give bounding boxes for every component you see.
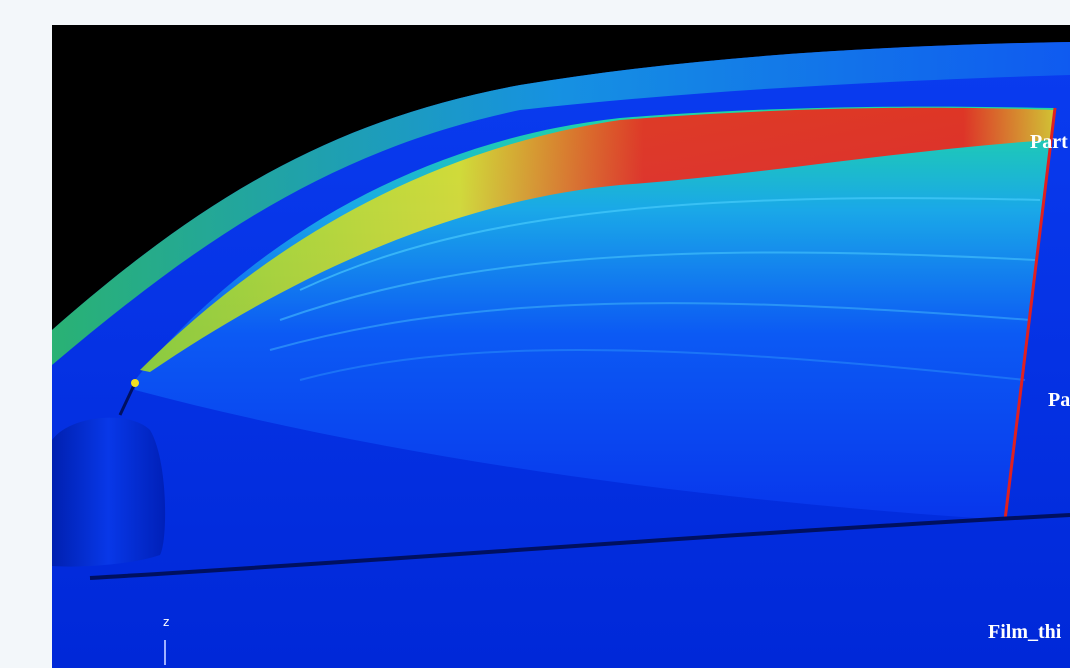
- page: Part Pa Film_thi z (() => { const data =…: [0, 0, 1070, 668]
- mirror: [52, 418, 165, 567]
- axis-label: z: [163, 615, 169, 629]
- label: Film_thi: [988, 621, 1062, 643]
- dot: [131, 379, 139, 387]
- label: Pa: [1048, 389, 1070, 411]
- scene: Part Pa Film_thi z: [0, 0, 1070, 668]
- label: Part: [1030, 131, 1068, 153]
